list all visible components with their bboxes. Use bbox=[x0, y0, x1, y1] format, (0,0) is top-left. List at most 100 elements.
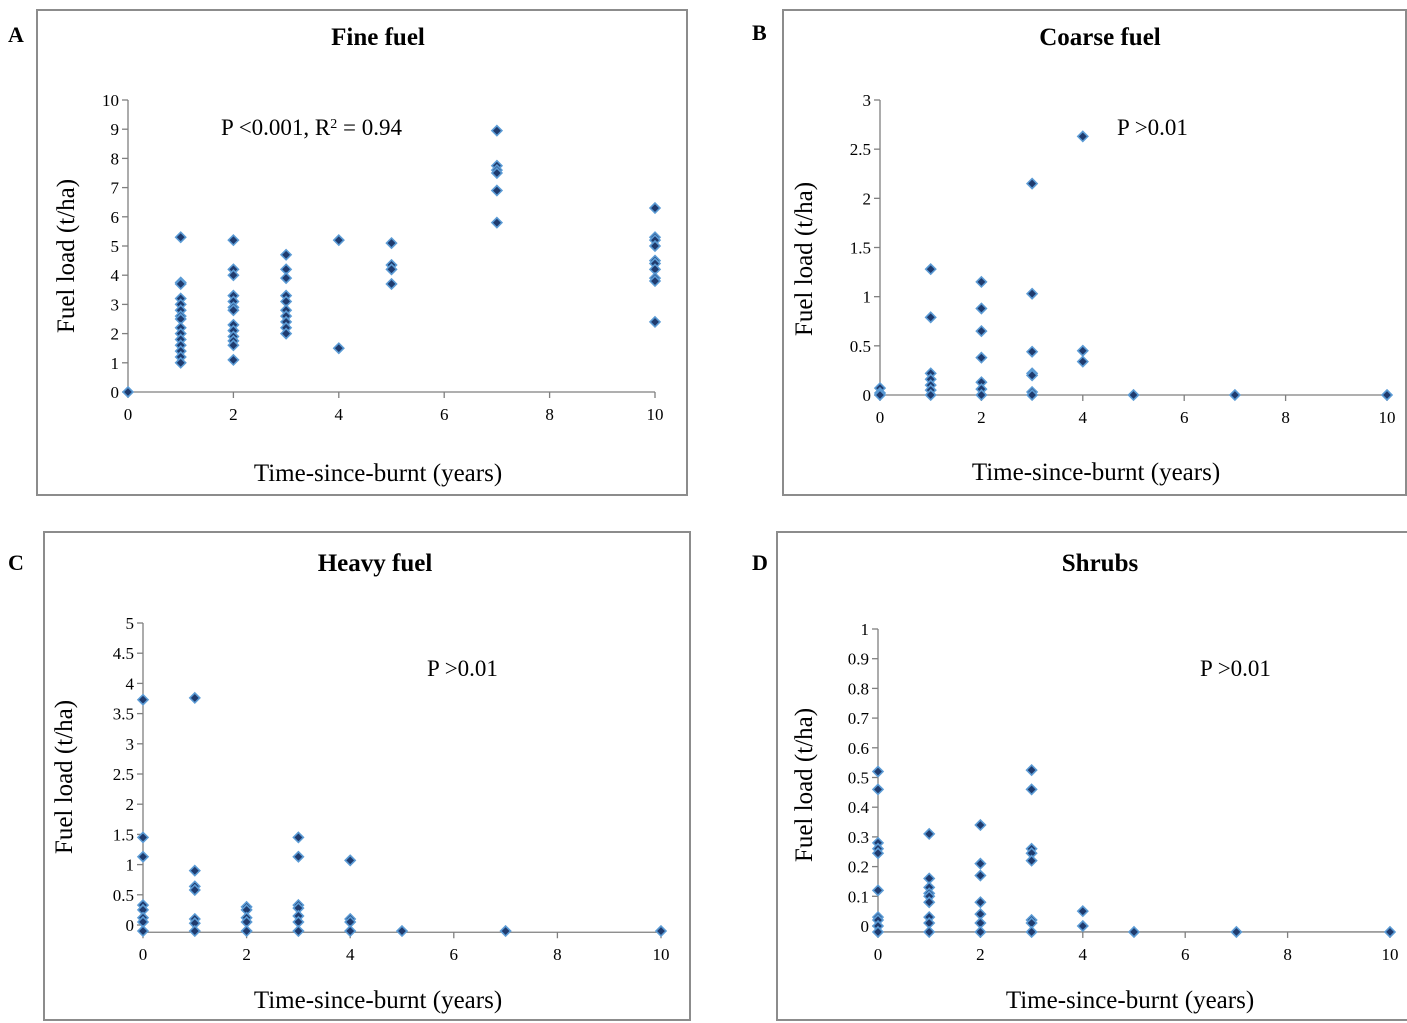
data-point bbox=[871, 847, 885, 860]
data-point bbox=[871, 925, 885, 939]
y-tick-label: 0.5 bbox=[850, 337, 871, 356]
y-tick-label: 2.5 bbox=[850, 140, 871, 159]
data-point bbox=[1076, 905, 1089, 918]
data-point bbox=[240, 924, 253, 938]
data-point bbox=[136, 924, 150, 938]
x-tick-label: 4 bbox=[1079, 408, 1088, 427]
data-point bbox=[924, 263, 937, 276]
data-point bbox=[490, 216, 504, 229]
chart-title: Shrubs bbox=[1062, 550, 1139, 577]
data-point bbox=[1380, 388, 1394, 402]
data-point bbox=[1025, 177, 1039, 190]
chart-panel-shrubs: Shrubs P >0.01 0 0.1 0.2 0.3 0.4 0.5 0.6 0.7 0.8 0.… bbox=[776, 531, 1407, 1021]
y-tick-label: 0 bbox=[126, 916, 135, 935]
data-point bbox=[1127, 925, 1141, 939]
x-tick-label: 2 bbox=[976, 945, 985, 964]
data-point bbox=[975, 351, 988, 364]
data-point bbox=[292, 831, 305, 844]
x-tick-label: 0 bbox=[139, 945, 148, 964]
data-point bbox=[1076, 130, 1089, 143]
y-tick-label: 5 bbox=[111, 237, 120, 256]
y-tick-label: 1 bbox=[861, 620, 870, 639]
x-tick-label: 8 bbox=[545, 405, 554, 424]
data-point bbox=[344, 924, 357, 938]
data-point bbox=[188, 924, 201, 938]
data-point bbox=[332, 234, 345, 247]
y-tick-label: 8 bbox=[111, 149, 120, 168]
data-point bbox=[975, 302, 988, 315]
data-point bbox=[227, 234, 240, 247]
y-tick-label: 3.5 bbox=[113, 705, 134, 724]
y-tick-label: 4 bbox=[126, 674, 135, 693]
x-tick-label: 2 bbox=[242, 945, 251, 964]
data-point bbox=[654, 924, 668, 938]
data-point bbox=[975, 275, 988, 289]
x-tick-label: 4 bbox=[335, 405, 344, 424]
stat-annotation: P >0.01 bbox=[1200, 656, 1271, 681]
data-point bbox=[1025, 287, 1039, 300]
y-axis-label: Fuel load (t/ha) bbox=[51, 700, 78, 854]
panel-letter-a: A bbox=[8, 22, 24, 47]
data-point bbox=[1076, 919, 1089, 933]
x-tick-label: 6 bbox=[440, 405, 449, 424]
y-tick-label: 1 bbox=[863, 288, 872, 307]
y-tick-label: 5 bbox=[126, 614, 135, 633]
y-tick-label: 0 bbox=[863, 386, 872, 405]
data-point bbox=[974, 857, 987, 870]
y-tick-label: 2 bbox=[111, 325, 120, 344]
data-point bbox=[188, 864, 201, 877]
panel-letter-b: B bbox=[752, 20, 767, 45]
data-point bbox=[1127, 388, 1140, 402]
x-tick-label: 8 bbox=[553, 945, 562, 964]
data-point bbox=[385, 277, 398, 291]
y-tick-label: 10 bbox=[102, 91, 119, 110]
data-point bbox=[648, 315, 662, 329]
y-tick-label: 0.7 bbox=[848, 709, 870, 728]
data-point bbox=[1025, 369, 1039, 382]
data-point bbox=[1025, 345, 1039, 358]
data-point bbox=[385, 236, 398, 250]
data-point bbox=[279, 248, 293, 261]
x-axis-label: Time-since-burnt (years) bbox=[254, 987, 502, 1014]
data-point bbox=[871, 884, 885, 897]
y-tick-label: 0.9 bbox=[848, 650, 869, 669]
stat-annotation-sup: 2 bbox=[330, 117, 337, 132]
y-tick-label: 1 bbox=[126, 856, 135, 875]
chart-heavy-fuel: Heavy fuel P >0.01 0 0.5 1 1.5 2 2.5 3 3.5 4 4.5 5 0 2… bbox=[51, 550, 670, 1014]
data-point bbox=[974, 896, 987, 909]
x-axis-label: Time-since-burnt (years) bbox=[972, 459, 1220, 486]
x-tick-label: 2 bbox=[229, 405, 238, 424]
y-tick-label: 2.5 bbox=[113, 765, 134, 784]
data-point bbox=[1228, 388, 1242, 402]
data-point bbox=[974, 818, 987, 832]
stat-annotation: P >0.01 bbox=[427, 656, 498, 681]
data-point bbox=[121, 385, 135, 399]
y-tick-label: 7 bbox=[111, 179, 120, 198]
y-tick-label: 0.2 bbox=[848, 858, 869, 877]
data-point bbox=[923, 896, 936, 909]
data-point bbox=[292, 924, 305, 938]
data-point bbox=[1076, 344, 1089, 357]
data-point bbox=[924, 388, 937, 402]
y-tick-label: 3 bbox=[863, 91, 872, 110]
chart-title: Fine fuel bbox=[331, 24, 425, 51]
data-point bbox=[136, 831, 150, 844]
data-point bbox=[648, 201, 662, 215]
data-point bbox=[924, 311, 937, 324]
y-tick-label: 0.4 bbox=[848, 798, 870, 817]
data-point bbox=[871, 765, 885, 778]
y-tick-label: 3 bbox=[111, 295, 120, 314]
data-point bbox=[490, 184, 504, 197]
chart-panel-heavy-fuel: Heavy fuel P >0.01 0 0.5 1 1.5 2 2.5 3 3.5 4 4.5 5 0 2… bbox=[43, 531, 691, 1021]
data-point bbox=[332, 342, 345, 355]
x-tick-label: 4 bbox=[346, 945, 355, 964]
data-point bbox=[344, 854, 357, 867]
panel-letter-d: D bbox=[752, 550, 768, 575]
y-tick-label: 0.6 bbox=[848, 739, 869, 758]
data-point bbox=[1383, 925, 1397, 939]
y-tick-label: 0.5 bbox=[113, 886, 134, 905]
panel-letter-c: C bbox=[8, 550, 24, 575]
data-point bbox=[1076, 355, 1089, 368]
data-point bbox=[395, 924, 409, 938]
y-tick-label: 0.5 bbox=[848, 769, 869, 788]
